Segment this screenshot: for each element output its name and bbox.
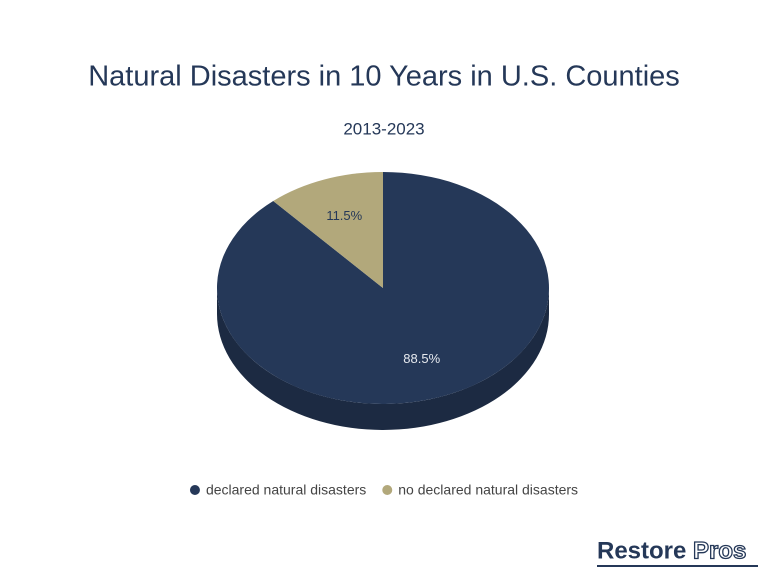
legend-label: no declared natural disasters — [398, 482, 578, 498]
logo-first: Restore — [597, 537, 686, 564]
slice-label: 88.5% — [403, 351, 440, 366]
pie-side — [217, 288, 549, 430]
pie-slice — [216, 172, 549, 404]
legend-label: declared natural disasters — [206, 482, 366, 498]
slice-label: 11.5% — [326, 208, 362, 223]
chart-subtitle: 2013-2023 — [343, 119, 424, 138]
logo-second: Pros — [693, 537, 746, 564]
legend-marker — [382, 485, 393, 495]
pie-slice — [273, 172, 383, 288]
chart-title: Natural Disasters in 10 Years in U.S. Co… — [88, 61, 680, 93]
legend-marker — [189, 485, 200, 495]
